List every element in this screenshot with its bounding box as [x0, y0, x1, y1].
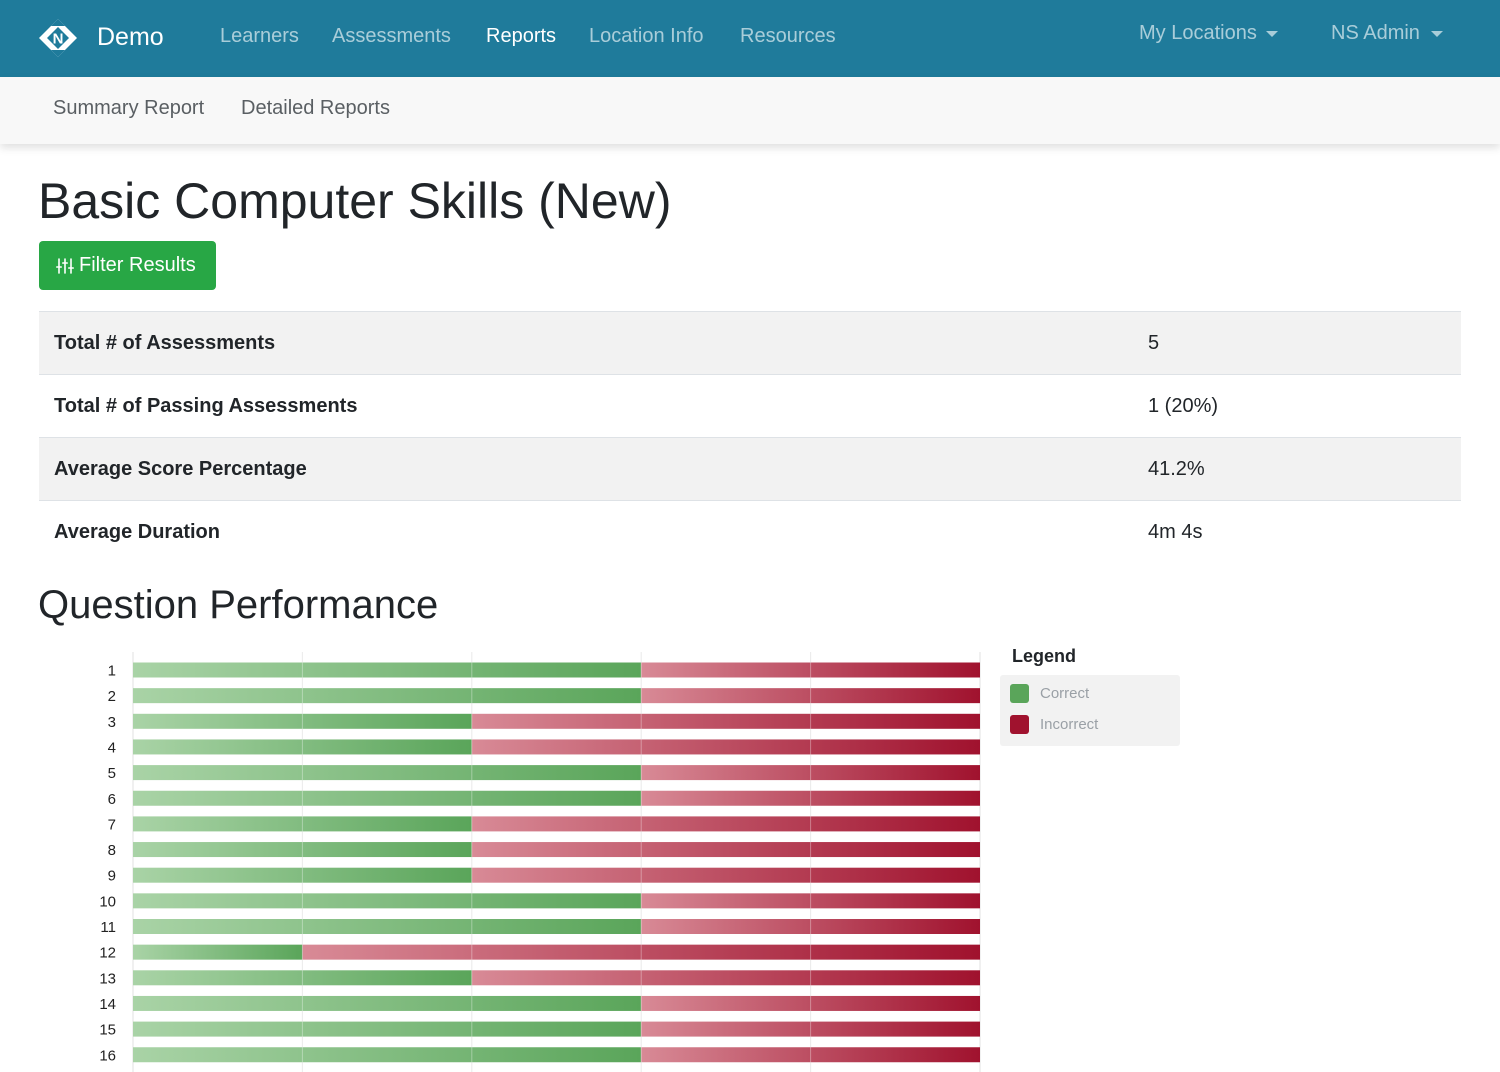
bar-correct[interactable] [133, 688, 642, 704]
bar-incorrect[interactable] [471, 842, 980, 858]
question-label: 6 [108, 791, 116, 808]
bar-correct[interactable] [133, 867, 472, 883]
question-label: 9 [108, 868, 116, 885]
question-label: 10 [99, 893, 116, 910]
stat-label: Total # of Passing Assessments [39, 374, 1133, 438]
legend-title: Legend [1012, 646, 1077, 666]
legend-item-correct: Correct [1010, 684, 1089, 703]
question-label: 16 [99, 1047, 116, 1064]
bar-incorrect[interactable] [302, 944, 980, 960]
bar-correct[interactable] [133, 893, 642, 909]
bar-incorrect[interactable] [471, 713, 980, 729]
bar-correct[interactable] [133, 919, 642, 934]
stat-value: 1 (20%) [1133, 374, 1461, 438]
nav-learners[interactable]: Learners [220, 25, 299, 47]
top-navbar: N Demo Learners Assessments Reports Loca… [0, 0, 1500, 77]
question-label: 1 [108, 663, 116, 680]
my-locations-label: My Locations [1139, 22, 1257, 44]
brand[interactable]: N Demo [38, 18, 164, 58]
chart-legend: Correct Incorrect [1000, 675, 1180, 746]
filter-results-label: Filter Results [79, 254, 196, 276]
table-row: Average Duration 4m 4s [39, 500, 1461, 564]
bar-incorrect[interactable] [641, 790, 980, 806]
legend-swatch-incorrect [1010, 715, 1029, 734]
bar-correct[interactable] [133, 970, 472, 986]
bar-correct[interactable] [133, 662, 642, 678]
bar-incorrect[interactable] [641, 662, 980, 678]
subnav-detailed-reports[interactable]: Detailed Reports [241, 97, 390, 119]
svg-text:N: N [53, 31, 64, 48]
bar-incorrect[interactable] [641, 919, 980, 934]
bar-correct[interactable] [133, 739, 472, 755]
stat-value: 5 [1133, 311, 1461, 375]
question-label: 2 [108, 688, 116, 705]
question-label: 4 [108, 739, 116, 756]
bar-incorrect[interactable] [641, 765, 980, 781]
bar-correct[interactable] [133, 765, 642, 781]
bar-incorrect[interactable] [641, 1047, 980, 1063]
my-locations-dropdown[interactable]: My Locations [1139, 22, 1278, 45]
question-label: 7 [108, 816, 116, 833]
bar-correct[interactable] [133, 816, 472, 832]
question-label: 3 [108, 714, 116, 731]
stat-label: Total # of Assessments [39, 311, 1133, 375]
table-row: Total # of Assessments 5 [39, 311, 1461, 375]
stat-label: Average Score Percentage [39, 437, 1133, 501]
bar-incorrect[interactable] [641, 688, 980, 704]
table-row: Average Score Percentage 41.2% [39, 437, 1461, 501]
bar-correct[interactable] [133, 842, 472, 858]
user-name: NS Admin [1331, 22, 1420, 44]
report-subnav: Summary Report Detailed Reports [0, 77, 1500, 144]
bar-correct[interactable] [133, 995, 642, 1011]
sliders-icon [56, 257, 74, 274]
question-label: 14 [99, 996, 116, 1013]
bar-correct[interactable] [133, 1047, 642, 1063]
question-label: 11 [100, 919, 116, 936]
chevron-down-icon [1265, 30, 1278, 37]
stat-value: 4m 4s [1133, 500, 1461, 564]
chevron-down-icon [1430, 30, 1443, 37]
user-dropdown[interactable]: NS Admin [1331, 22, 1443, 45]
assessment-stats-table: Total # of Assessments 5 Total # of Pass… [39, 311, 1461, 564]
filter-results-button[interactable]: Filter Results [39, 241, 216, 290]
nav-reports[interactable]: Reports [486, 25, 557, 47]
subnav-summary-report[interactable]: Summary Report [53, 97, 205, 119]
bar-incorrect[interactable] [641, 995, 980, 1011]
question-label: 15 [99, 1022, 116, 1039]
bar-incorrect[interactable] [471, 739, 980, 755]
brand-name: Demo [97, 23, 164, 51]
stat-label: Average Duration [39, 500, 1133, 564]
bar-incorrect[interactable] [471, 970, 980, 986]
bar-incorrect[interactable] [471, 816, 980, 832]
bar-incorrect[interactable] [641, 893, 980, 909]
legend-label-incorrect: Incorrect [1040, 716, 1099, 733]
legend-item-incorrect: Incorrect [1010, 715, 1098, 734]
stat-value: 41.2% [1133, 437, 1461, 501]
question-performance-title: Question Performance [38, 583, 439, 627]
nav-resources[interactable]: Resources [740, 25, 836, 47]
question-label: 5 [108, 765, 116, 782]
question-label: 12 [99, 945, 116, 962]
bar-correct[interactable] [133, 944, 303, 960]
bar-correct[interactable] [133, 1021, 642, 1037]
bar-correct[interactable] [133, 713, 472, 729]
n-diamond-logo-icon: N [39, 19, 77, 57]
legend-label-correct: Correct [1040, 685, 1090, 702]
legend-swatch-correct [1010, 684, 1029, 703]
bar-incorrect[interactable] [471, 867, 980, 883]
bar-incorrect[interactable] [641, 1021, 980, 1037]
question-label: 8 [108, 842, 116, 859]
nav-assessments[interactable]: Assessments [332, 25, 451, 47]
question-label: 13 [99, 970, 116, 987]
table-row: Total # of Passing Assessments 1 (20%) [39, 374, 1461, 438]
nav-location-info[interactable]: Location Info [589, 25, 704, 47]
page-title: Basic Computer Skills (New) [38, 173, 672, 229]
bar-correct[interactable] [133, 790, 642, 806]
